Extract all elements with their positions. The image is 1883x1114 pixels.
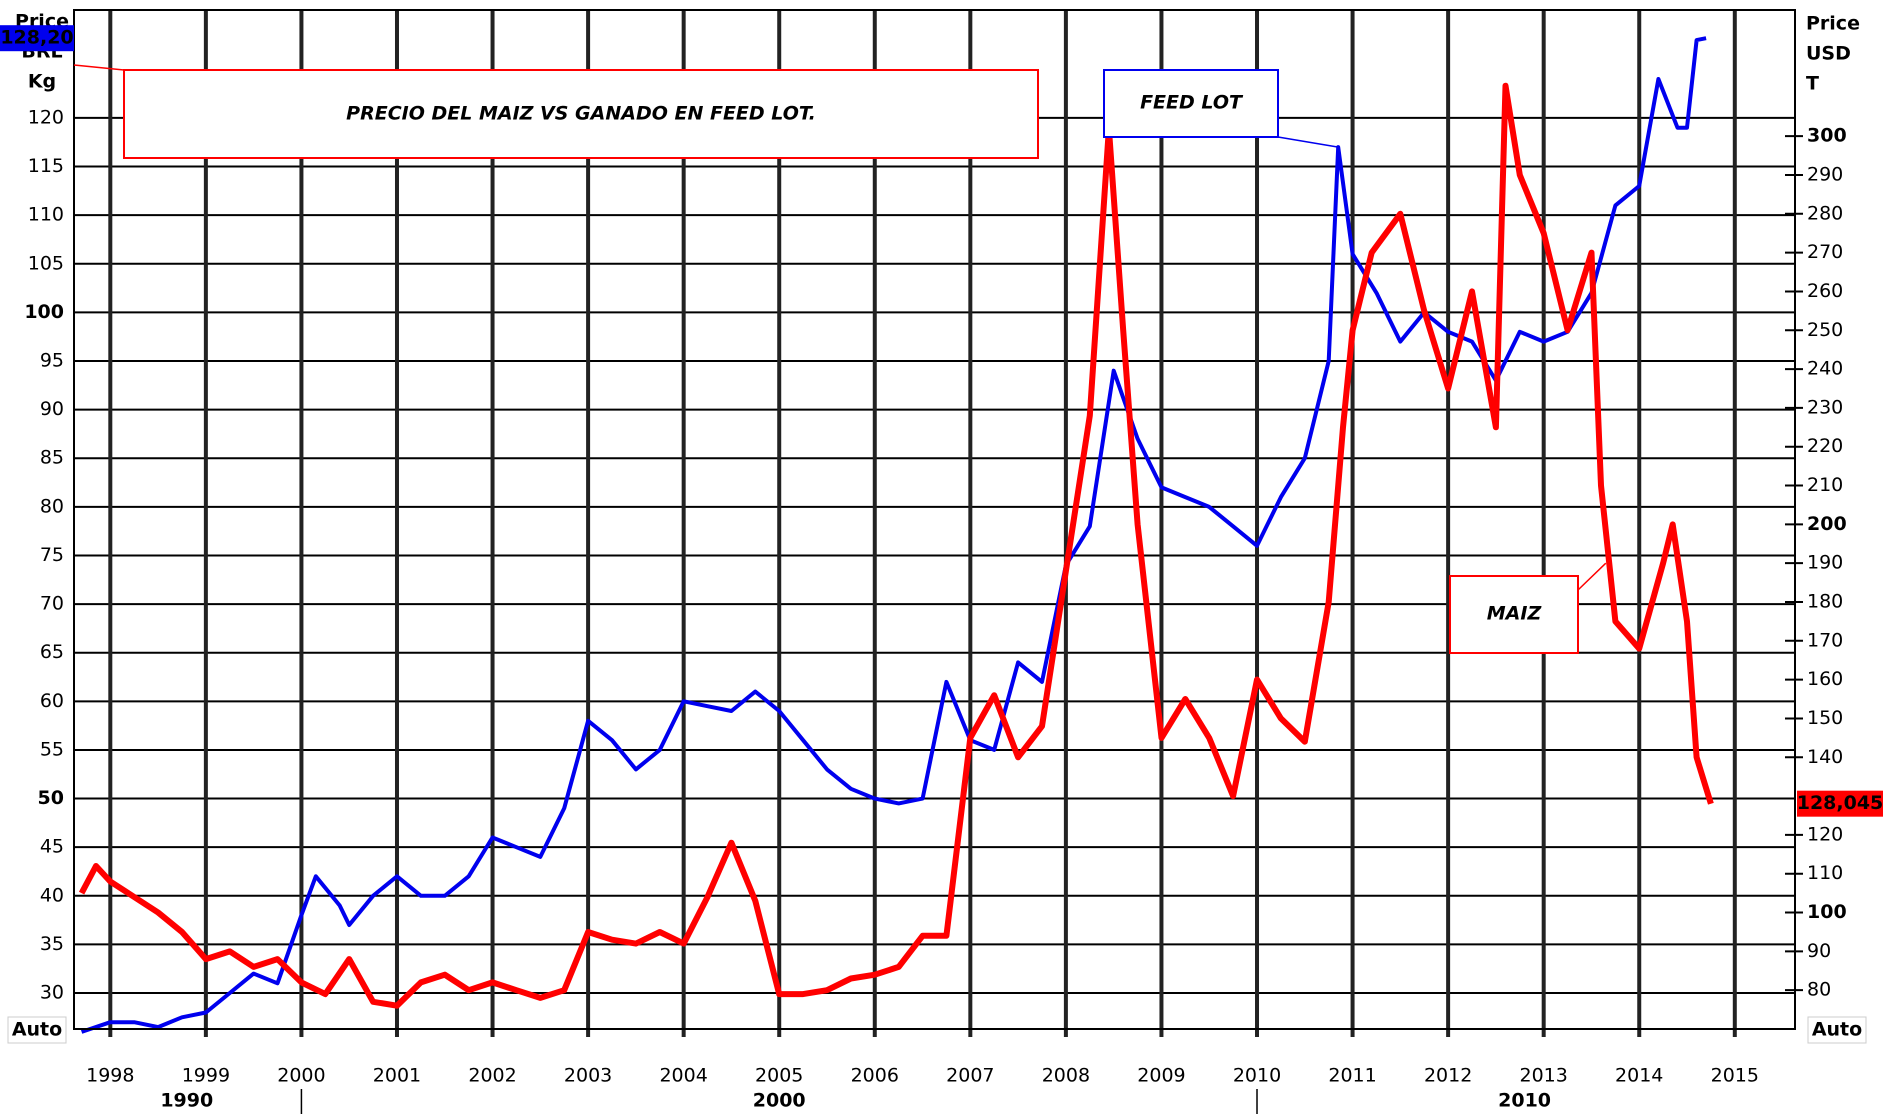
legend-label: FEED LOT <box>1140 92 1244 114</box>
y2-tick-label: 260 <box>1807 280 1843 302</box>
last-value-label: 128,045 <box>1797 792 1883 814</box>
y2-tick-label: 80 <box>1807 979 1831 1001</box>
x-tick-label: 2006 <box>851 1065 899 1087</box>
y2-axis-label: T <box>1806 73 1819 95</box>
y2-tick-label: 300 <box>1807 125 1847 147</box>
y-tick-label: 30 <box>40 982 64 1004</box>
series-line <box>78 82 1714 1009</box>
legend-label: MAIZ <box>1487 603 1543 625</box>
y2-tick-label: 110 <box>1807 862 1843 884</box>
y-tick-label: 55 <box>40 738 64 760</box>
y2-tick-label: 200 <box>1807 513 1847 535</box>
last-value-label: 128,20 <box>0 27 73 49</box>
y2-tick-label: 120 <box>1807 823 1843 845</box>
y-tick-label: 50 <box>38 787 64 809</box>
maiz-leader <box>1577 562 1607 591</box>
legend-box <box>1449 575 1579 654</box>
x-tick-label: 2013 <box>1520 1065 1568 1087</box>
x-tick-label: 2005 <box>755 1065 803 1087</box>
y2-tick-label: 180 <box>1807 590 1843 612</box>
labels: 30 35 40 45 50 55 60 65 70 75 80 85 90 95 100 105 110 115… <box>0 11 1883 1114</box>
x-tick-label: 2001 <box>373 1065 421 1087</box>
legend-box <box>1103 69 1279 138</box>
plot-frame <box>73 9 1796 1030</box>
decade-label: 2000 <box>753 1090 806 1112</box>
y2-tick-label: 240 <box>1807 358 1843 380</box>
x-tick-label: 1998 <box>86 1065 134 1087</box>
x-tick-label: 2011 <box>1328 1065 1376 1087</box>
x-tick-label: 2014 <box>1615 1065 1663 1087</box>
y2-tick-label: 220 <box>1807 435 1843 457</box>
y-tick-label: 90 <box>40 398 64 420</box>
y-tick-label: 80 <box>40 495 64 517</box>
chart-title: PRECIO DEL MAIZ VS GANADO EN FEED LOT. <box>346 103 816 125</box>
x-tick-label: 2008 <box>1042 1065 1090 1087</box>
feedlot-leader <box>1277 136 1339 148</box>
y2-tick-label: 100 <box>1807 901 1847 923</box>
y2-tick-label: 170 <box>1807 629 1843 651</box>
y-tick-label: 110 <box>28 204 64 226</box>
y2-tick-label: 270 <box>1807 241 1843 263</box>
y-axis-label: Kg <box>28 71 56 93</box>
y-tick-label: 120 <box>28 106 64 128</box>
y-tick-label: 100 <box>24 301 64 323</box>
y-tick-label: 95 <box>40 350 64 372</box>
title-leader <box>73 64 125 71</box>
x-tick-label: 2009 <box>1137 1065 1185 1087</box>
auto-button-label: Auto <box>12 1019 62 1041</box>
x-tick-label: 2003 <box>564 1065 612 1087</box>
series-line <box>80 36 1707 1034</box>
y2-tick-label: 290 <box>1807 163 1843 185</box>
lines <box>78 36 1714 1034</box>
decade-label: 2010 <box>1498 1090 1551 1112</box>
y-tick-label: 60 <box>40 690 64 712</box>
y-tick-label: 40 <box>40 884 64 906</box>
y2-tick-label: 230 <box>1807 396 1843 418</box>
x-tick-label: 1999 <box>182 1065 230 1087</box>
auto-button <box>7 1016 67 1044</box>
y-tick-label: 75 <box>40 544 64 566</box>
y-tick-label: 35 <box>40 933 64 955</box>
x-tick-label: 2000 <box>277 1065 325 1087</box>
title-box <box>123 69 1039 159</box>
x-tick-label: 2004 <box>659 1065 707 1087</box>
y-tick-label: 45 <box>40 836 64 858</box>
y-tick-label: 65 <box>40 641 64 663</box>
y2-tick-label: 150 <box>1807 707 1843 729</box>
y2-tick-label: 250 <box>1807 319 1843 341</box>
y2-tick-label: 190 <box>1807 552 1843 574</box>
decade-label: 1990 <box>160 1090 213 1112</box>
auto-button-label: Auto <box>1812 1019 1862 1041</box>
last-value-badge <box>0 25 74 52</box>
y-tick-label: 105 <box>28 252 64 274</box>
y-tick-label: 115 <box>28 155 64 177</box>
y2-tick-label: 140 <box>1807 746 1843 768</box>
x-tick-label: 2015 <box>1711 1065 1759 1087</box>
x-tick-label: 2012 <box>1424 1065 1472 1087</box>
y2-tick-label: 210 <box>1807 474 1843 496</box>
x-tick-label: 2002 <box>468 1065 516 1087</box>
y2-tick-label: 90 <box>1807 940 1831 962</box>
last-value-badge <box>1797 790 1883 817</box>
y-tick-label: 70 <box>40 593 64 615</box>
x-tick-label: 2010 <box>1233 1065 1281 1087</box>
y2-axis-label: USD <box>1806 43 1851 65</box>
auto-button <box>1807 1016 1867 1044</box>
y2-tick-label: 160 <box>1807 668 1843 690</box>
y2-axis-label: Price <box>1806 13 1860 35</box>
x-tick-label: 2007 <box>946 1065 994 1087</box>
y2-tick-label: 280 <box>1807 202 1843 224</box>
y-tick-label: 85 <box>40 447 64 469</box>
